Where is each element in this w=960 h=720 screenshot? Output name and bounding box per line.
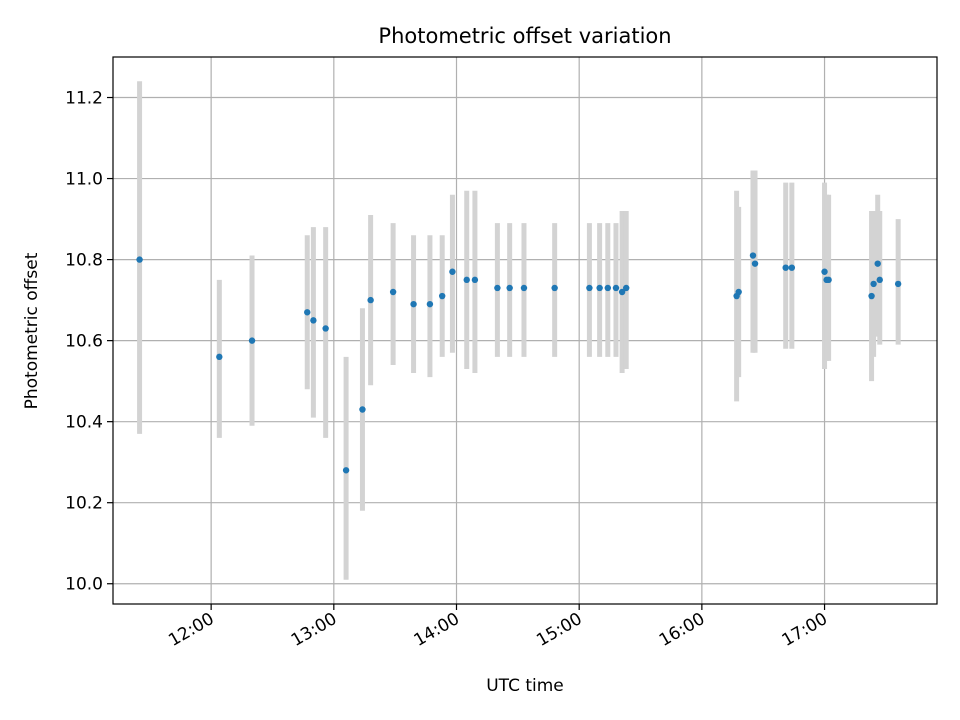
y-tick-label: 10.4 [65, 413, 103, 433]
data-point [248, 337, 256, 344]
data-point [868, 292, 875, 300]
data-point [304, 309, 311, 316]
data-point [825, 276, 832, 284]
data-point [520, 284, 528, 292]
y-axis-ticks: 10.0 10.2 10.4 10.6 10.8 11.0 11.2 [65, 89, 113, 595]
data-point [623, 284, 630, 292]
data-point [216, 353, 223, 361]
error-bars [137, 81, 901, 580]
x-axis-ticks: 12:00 13:00 14:00 15:00 16:00 17:00 [165, 604, 831, 651]
x-tick-label: 14:00 [411, 609, 463, 651]
x-tick-label: 16:00 [656, 609, 708, 651]
data-point [874, 260, 881, 267]
y-tick-label: 10.8 [65, 251, 103, 271]
x-tick-label: 13:00 [288, 609, 340, 651]
data-point [604, 284, 612, 292]
data-point [596, 284, 603, 292]
y-tick-label: 11.0 [65, 170, 103, 190]
y-tick-label: 10.0 [65, 575, 103, 595]
data-point [367, 296, 374, 304]
data-point [438, 292, 446, 300]
data-point [471, 276, 479, 284]
data-point [870, 280, 877, 288]
data-point [389, 288, 397, 296]
data-point [788, 264, 796, 271]
x-tick-label: 15:00 [533, 609, 585, 651]
data-point [821, 268, 828, 275]
data-markers [136, 252, 902, 474]
data-point [136, 256, 143, 263]
y-tick-label: 10.6 [65, 332, 103, 352]
data-point [751, 260, 759, 267]
data-point [612, 284, 620, 292]
x-axis-label: UTC time [486, 676, 564, 696]
data-point [749, 252, 757, 259]
plot-frame [112, 56, 938, 605]
y-tick-label: 11.2 [65, 89, 103, 109]
data-point [463, 276, 470, 284]
y-tick-label: 10.2 [65, 494, 103, 514]
data-point [494, 284, 501, 292]
data-point [506, 284, 513, 292]
data-point [894, 280, 902, 288]
data-point [586, 284, 593, 292]
data-point [322, 325, 329, 332]
data-point [551, 284, 558, 292]
data-point [618, 288, 626, 296]
x-tick-label: 12:00 [165, 609, 217, 651]
data-point [876, 276, 883, 284]
data-point [410, 300, 417, 308]
data-point [782, 264, 789, 271]
data-point [449, 268, 456, 275]
x-tick-label: 17:00 [779, 609, 831, 651]
y-axis-label: Photometric offset [22, 252, 42, 409]
data-point [342, 467, 350, 474]
data-point [310, 317, 317, 324]
data-point [735, 288, 742, 296]
data-point [426, 300, 434, 308]
chart-title: Photometric offset variation [378, 24, 671, 48]
data-point [359, 406, 366, 413]
